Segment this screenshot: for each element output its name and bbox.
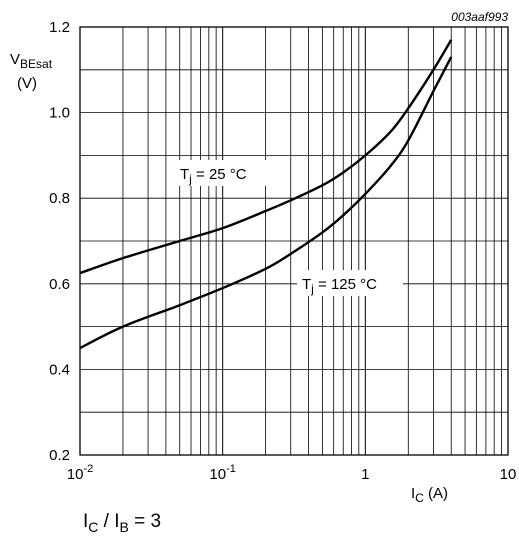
x-tick-label: 1 bbox=[361, 466, 369, 483]
series-label-25c-sub: j bbox=[188, 172, 192, 186]
x-tick-label: 10-2 bbox=[67, 463, 93, 483]
y-tick-label: 0.6 bbox=[49, 276, 70, 293]
x-tick-base: 10 bbox=[500, 466, 517, 483]
y-axis-label: VBEsat bbox=[10, 51, 53, 71]
y-tick-label: 0.2 bbox=[49, 447, 70, 464]
y-axis-unit: (V) bbox=[17, 75, 37, 92]
x-tick-base: 1 bbox=[361, 466, 369, 483]
series-label-125c-rest: = 125 °C bbox=[314, 276, 377, 293]
series-label-25c-main: T bbox=[180, 166, 189, 183]
y-tick-label: 1.0 bbox=[49, 105, 70, 122]
series-line-125c bbox=[79, 56, 453, 350]
series-label-125c-sub: j bbox=[310, 282, 314, 296]
condition-rest: = 3 bbox=[129, 511, 161, 532]
svg-text:Tj = 125 °C: Tj = 125 °C bbox=[302, 276, 377, 296]
x-tick-base: 10 bbox=[67, 466, 84, 483]
x-tick-exponent: -1 bbox=[226, 463, 236, 475]
y-tick-label: 0.8 bbox=[49, 190, 70, 207]
plot-frame bbox=[79, 26, 509, 456]
condition-ib-sub: B bbox=[120, 519, 129, 535]
figure-code: 003aaf993 bbox=[451, 10, 508, 24]
tick-labels: 0.20.40.60.81.01.210-2 10-1 1 10 bbox=[49, 19, 516, 483]
x-axis-label-main: I bbox=[411, 485, 415, 502]
series-group bbox=[79, 39, 453, 350]
x-axis-label: IC (A) bbox=[411, 485, 448, 505]
condition-ic: I bbox=[83, 511, 88, 532]
y-tick-label: 0.4 bbox=[49, 361, 70, 378]
x-tick-exponent: -2 bbox=[83, 463, 93, 475]
grid bbox=[80, 27, 508, 455]
series-line-25c bbox=[79, 39, 453, 275]
x-axis-label-unit: (A) bbox=[424, 485, 448, 502]
condition-sep: / bbox=[98, 511, 114, 532]
svg-text:Tj = 25 °C: Tj = 25 °C bbox=[180, 166, 247, 186]
condition-ib: I bbox=[114, 511, 119, 532]
x-tick-label: 10-1 bbox=[209, 463, 235, 483]
x-axis-label-sub: C bbox=[415, 491, 424, 505]
x-tick-base: 10 bbox=[209, 466, 226, 483]
y-axis-label-sub: BEsat bbox=[20, 57, 53, 71]
x-tick-label: 10 bbox=[500, 466, 517, 483]
y-tick-label: 1.2 bbox=[49, 19, 70, 36]
series-label-125c-main: T bbox=[302, 276, 311, 293]
series-label-25c: Tj = 25 °C bbox=[176, 160, 270, 186]
condition-ic-sub: C bbox=[88, 519, 98, 535]
condition-note: IC / IB = 3 bbox=[83, 511, 161, 535]
y-axis-label-main: V bbox=[10, 51, 20, 68]
series-label-25c-rest: = 25 °C bbox=[192, 166, 247, 183]
series-label-125c: Tj = 125 °C bbox=[297, 270, 403, 296]
